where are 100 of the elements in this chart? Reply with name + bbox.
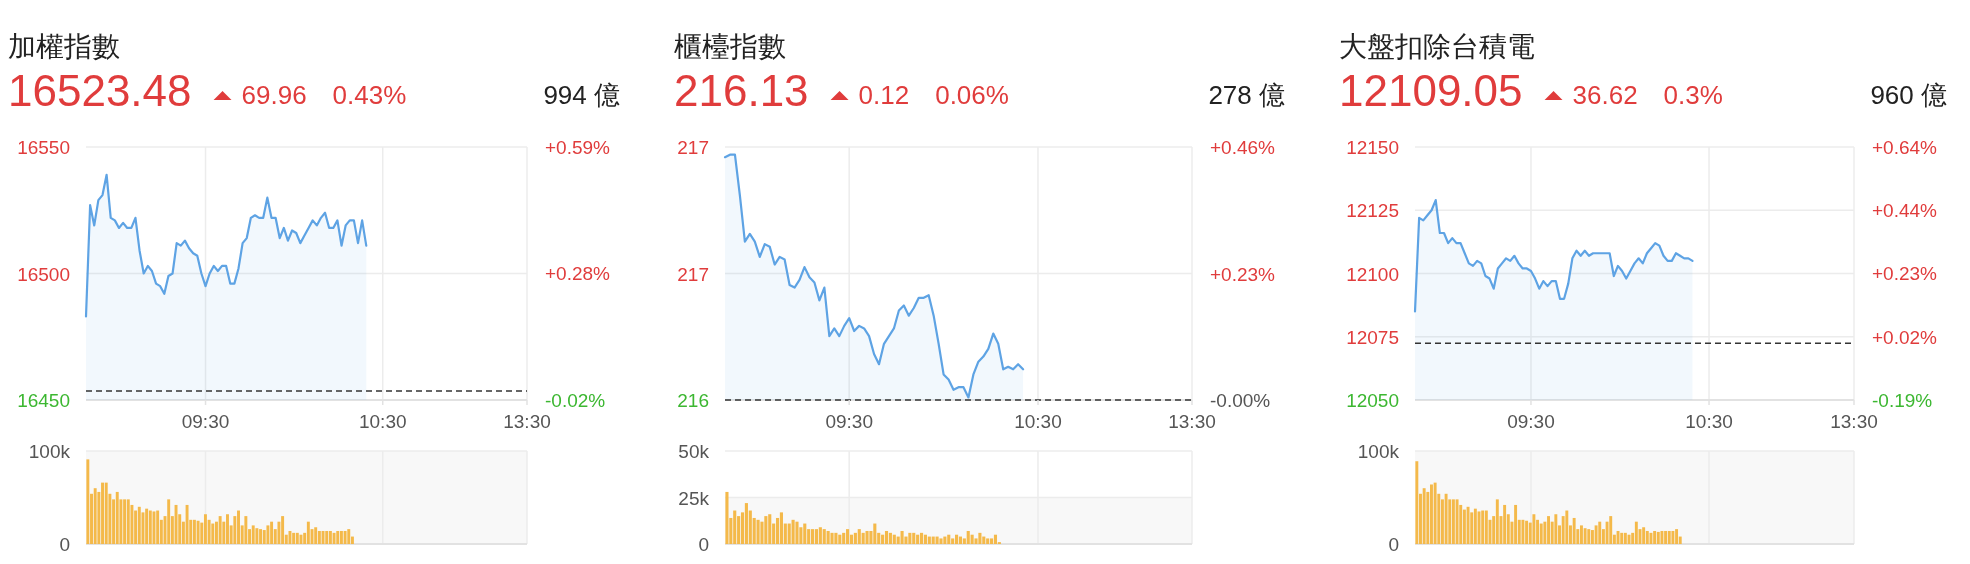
bar [912,532,916,544]
bar [814,529,819,544]
bar [842,532,846,544]
bar [266,525,270,544]
bar [970,534,974,544]
bar [1634,521,1638,544]
bar [93,488,97,544]
y-tick-label: 50k [678,441,710,462]
bar [314,527,318,544]
x-tick-label: 10:30 [1014,411,1062,432]
bar [1653,530,1657,544]
y2-tick-label: +0.23% [1210,263,1276,285]
bar [343,530,347,544]
bar [865,530,869,544]
bar [288,530,292,544]
bar [101,482,105,544]
x-tick-label: 13:30 [503,411,551,432]
x-tick-label: 09:30 [181,411,230,432]
x-tick-label: 10:30 [1685,411,1733,432]
bar [986,538,990,544]
text: 69.96 [241,80,307,110]
bar [1554,514,1558,544]
bar [919,532,924,544]
bar [292,532,296,544]
y-tick-label: 12050 [1346,390,1399,411]
bar [803,523,807,544]
y2-tick-label: +0.28% [545,263,611,285]
bar [935,536,939,544]
bar [993,534,998,544]
text: 216.13 [674,66,809,115]
bar [1462,509,1466,544]
y2-tick-label: +0.59% [545,137,611,158]
text: 994 億 [543,80,620,110]
y2-tick-label: +0.23% [1872,263,1938,285]
text: 960 億 [1870,80,1947,110]
bar [1620,532,1624,544]
bar [281,516,285,544]
bar [167,499,171,544]
x-tick-label: 13:30 [1830,411,1878,432]
bar [826,530,830,544]
bar [123,499,127,544]
bar [270,521,274,544]
x-tick-label: 09:30 [1507,411,1555,432]
bar [115,491,119,544]
bar [768,514,772,544]
y-tick-label: 217 [677,263,709,285]
bar [916,534,920,544]
bar [955,534,959,544]
bar [892,534,896,544]
bar [791,519,795,544]
bar [1455,499,1459,544]
bar [251,525,255,544]
bar [744,503,748,544]
bar [192,519,196,544]
bar [1565,510,1569,544]
bar [1671,530,1675,544]
bar [795,521,799,544]
x-tick-label: 13:30 [1168,411,1216,432]
bar [884,530,889,544]
y2-tick-label: +0.64% [1872,137,1938,158]
bar [881,534,885,544]
y-tick-label: 0 [59,534,70,555]
bar [203,514,207,544]
x-tick-label: 10:30 [358,411,407,432]
bar [1583,528,1587,544]
bar [1547,516,1550,544]
bar [126,499,130,544]
bar [756,519,760,544]
bar [196,520,200,544]
text: 0.06% [935,80,1009,110]
text: 16523.48 [8,66,192,115]
bar [1495,499,1499,544]
y-tick-label: 12150 [1346,137,1399,158]
bar [325,530,329,544]
y-tick-label: 100k [1357,441,1400,462]
bar [1539,523,1543,544]
text: 12109.05 [1339,66,1523,115]
bar [211,523,215,544]
y-tick-label: 25k [678,487,710,509]
bar [1642,527,1646,544]
bar [244,516,248,544]
text: 0.43% [332,80,407,110]
bar [156,510,160,544]
bar [1503,504,1507,544]
bar [226,514,229,544]
bar [1433,482,1437,544]
bar [947,534,951,544]
text: 0.3% [1663,80,1723,110]
bar [725,491,729,544]
bar [861,532,865,544]
bar [1609,516,1613,544]
bar [336,530,340,544]
bar [733,510,737,544]
y-tick-label: 16450 [17,390,70,411]
bar [317,530,321,544]
bar [982,536,986,544]
y-tick-label: 16500 [17,263,70,285]
bar [873,523,877,544]
y2-tick-label: +0.46% [1210,137,1276,158]
chart-title: 加權指數 [8,31,120,62]
